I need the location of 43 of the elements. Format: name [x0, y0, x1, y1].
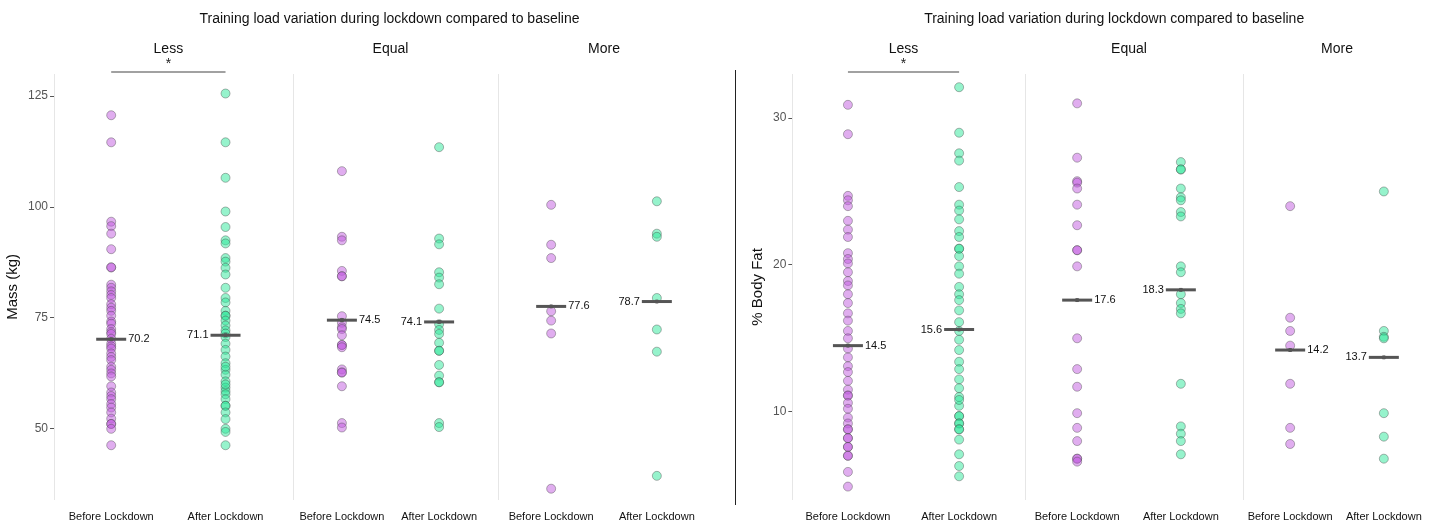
data-label: 15.6	[920, 322, 943, 335]
data-label: 70.2	[128, 332, 150, 345]
chart-subtitle: Equal	[1111, 40, 1147, 56]
data-label: 74.1	[400, 314, 423, 327]
chart-subtitle: Less	[153, 40, 184, 56]
data-label: 74.5	[358, 313, 381, 326]
data-label: 13.7	[1345, 350, 1367, 363]
y-axis-title: % Body Fat	[748, 247, 766, 326]
data-label: 14.5	[864, 338, 887, 351]
data-label: 78.7	[618, 294, 640, 307]
data-label: 77.6	[568, 299, 590, 312]
x-tick-label: After Lockdown	[921, 510, 998, 523]
x-tick-label: Before Lockdown	[508, 510, 594, 523]
x-tick-label: After Lockdown	[187, 510, 264, 523]
chart-subtitle: More	[588, 40, 620, 56]
x-tick-label: After Lockdown	[1345, 510, 1422, 523]
y-tick-label: 100	[27, 199, 49, 214]
text: *	[165, 54, 172, 71]
y-axis-title: Mass (kg)	[3, 253, 21, 320]
data-label: 17.6	[1094, 293, 1116, 306]
y-tick-label: 10	[772, 404, 787, 419]
data-label: 71.1	[187, 328, 209, 341]
x-tick-label: Before Lockdown	[1034, 510, 1120, 523]
y-tick-label: 30	[772, 110, 787, 125]
data-label: 18.3	[1142, 282, 1164, 295]
x-tick-label: After Lockdown	[618, 510, 695, 523]
x-tick-label: After Lockdown	[1142, 510, 1219, 523]
x-tick-label: Before Lockdown	[299, 510, 385, 523]
x-tick-label: Before Lockdown	[68, 510, 154, 523]
text: *	[900, 54, 907, 71]
x-tick-label: After Lockdown	[401, 510, 478, 523]
text: Training load variation during lockdown compared to baseline	[198, 10, 581, 26]
y-tick-label: 125	[27, 88, 49, 103]
x-tick-label: Before Lockdown	[805, 510, 891, 523]
x-tick-label: Before Lockdown	[1247, 510, 1333, 523]
chart-subtitle: More	[1321, 40, 1353, 56]
text: Training load variation during lockdown compared to baseline	[923, 10, 1306, 26]
chart-subtitle: Less	[888, 40, 919, 56]
y-tick-label: 50	[34, 421, 49, 436]
y-tick-label: 75	[34, 310, 49, 325]
chart-subtitle: Equal	[372, 40, 409, 56]
data-label: 14.2	[1307, 343, 1329, 356]
y-tick-label: 20	[772, 257, 787, 272]
